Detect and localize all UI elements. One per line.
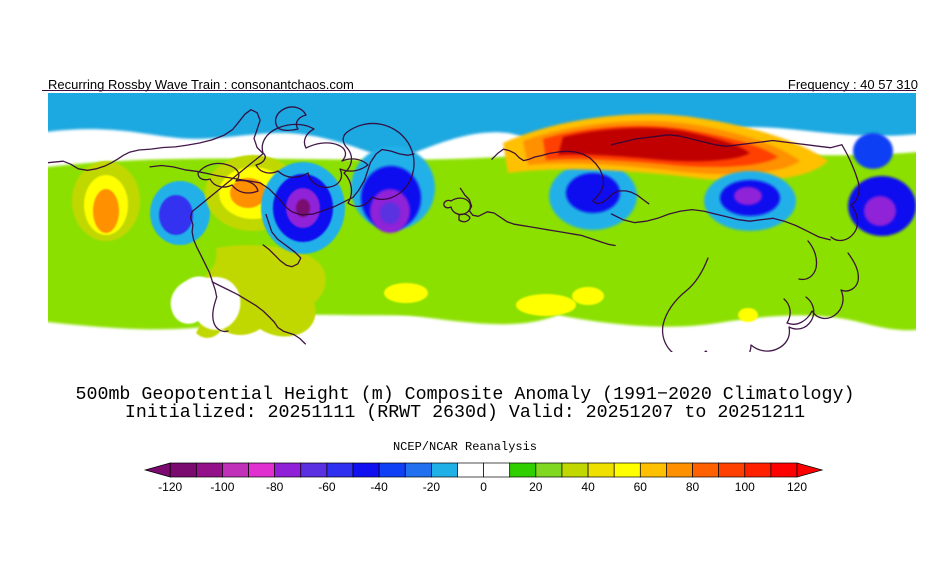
svg-text:60: 60 [634, 480, 648, 494]
svg-text:-20: -20 [423, 480, 441, 494]
svg-text:-80: -80 [266, 480, 284, 494]
svg-text:20: 20 [529, 480, 543, 494]
svg-text:-60: -60 [318, 480, 336, 494]
svg-text:-120: -120 [158, 480, 182, 494]
svg-text:100: 100 [735, 480, 755, 494]
svg-text:40: 40 [581, 480, 595, 494]
svg-text:-40: -40 [370, 480, 388, 494]
svg-text:-100: -100 [210, 480, 234, 494]
svg-text:80: 80 [686, 480, 700, 494]
svg-text:0: 0 [480, 480, 487, 494]
svg-text:120: 120 [787, 480, 807, 494]
